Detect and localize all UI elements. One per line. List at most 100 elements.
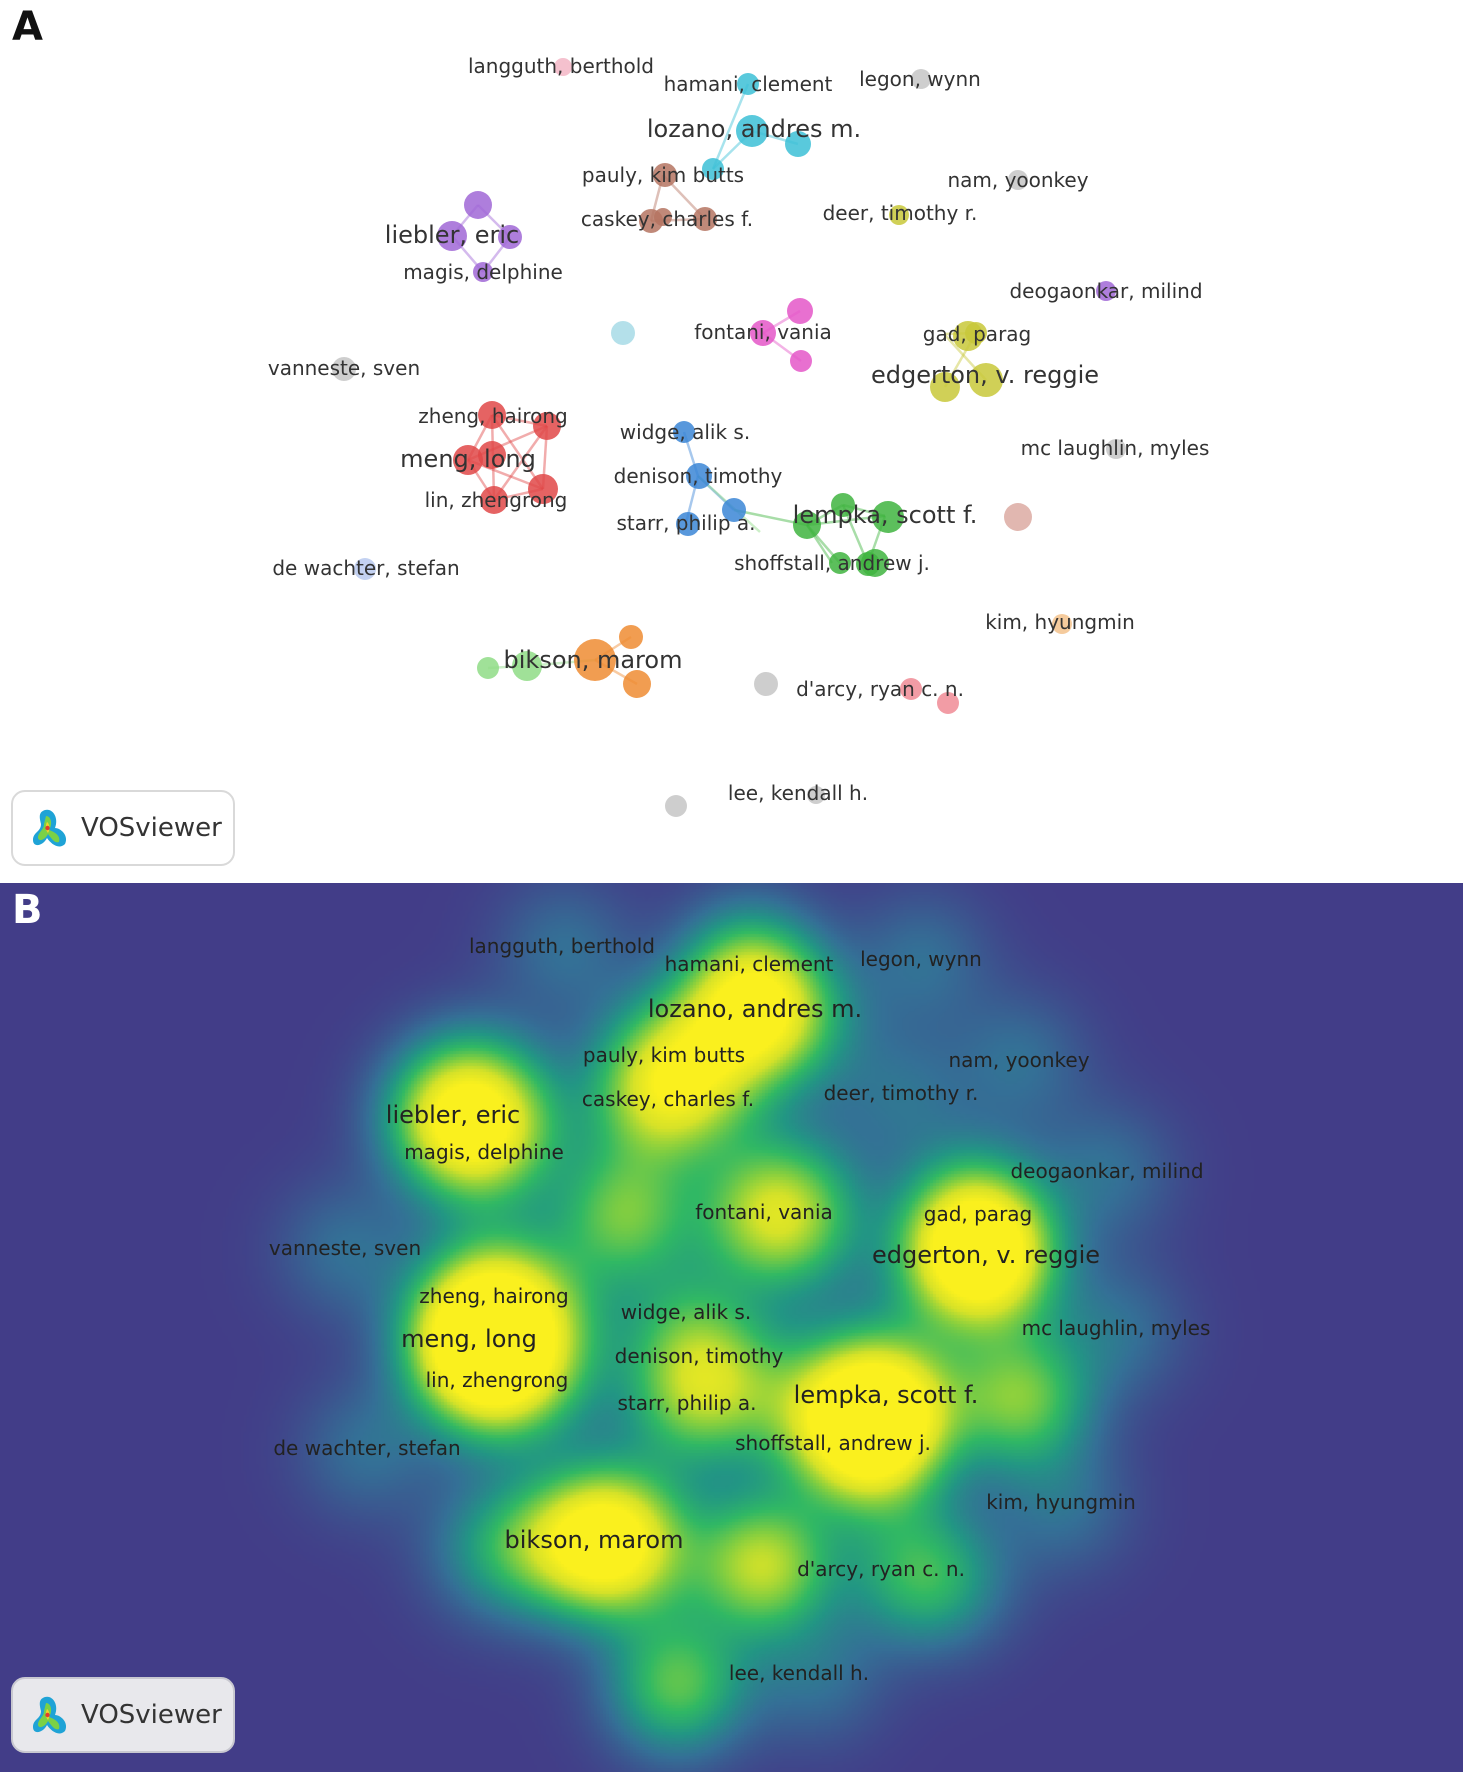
author-label[interactable]: deer, timothy r. [823, 201, 978, 225]
author-node[interactable] [1096, 281, 1116, 301]
author-label[interactable]: mc laughlin, myles [1021, 436, 1210, 460]
author-label[interactable]: widge, alik s. [620, 420, 750, 444]
network-node[interactable] [722, 498, 746, 522]
network-node[interactable] [498, 225, 522, 249]
author-node[interactable] [861, 549, 889, 577]
author-label[interactable]: kim, hyungmin [986, 1490, 1136, 1514]
network-node[interactable] [829, 552, 851, 574]
author-node[interactable] [354, 558, 376, 580]
author-label[interactable]: shoffstall, andrew j. [734, 551, 930, 575]
author-label[interactable]: fontani, vania [694, 320, 832, 344]
author-label[interactable]: zheng, hairong [418, 404, 567, 428]
author-node[interactable] [750, 320, 776, 346]
author-label[interactable]: gad, parag [924, 1202, 1033, 1226]
author-label[interactable]: liebler, eric [386, 1101, 520, 1129]
author-label[interactable]: langguth, berthold [469, 934, 655, 958]
network-node[interactable] [623, 670, 651, 698]
network-node[interactable] [477, 657, 499, 679]
author-label[interactable]: edgerton, v. reggie [872, 1241, 1100, 1269]
author-label[interactable]: vanneste, sven [269, 1236, 421, 1260]
author-label[interactable]: magis, delphine [403, 260, 563, 284]
author-node[interactable] [574, 639, 616, 681]
author-node[interactable] [653, 163, 677, 187]
network-node[interactable] [464, 191, 492, 219]
author-node[interactable] [673, 421, 695, 443]
author-node[interactable] [437, 221, 467, 251]
author-label[interactable]: lee, kendall h. [728, 781, 868, 805]
author-label[interactable]: lempka, scott f. [794, 1381, 979, 1409]
network-node[interactable] [702, 158, 724, 180]
author-label[interactable]: deogaonkar, milind [1009, 279, 1202, 303]
author-label[interactable]: hamani, clement [664, 72, 833, 96]
author-label[interactable]: deogaonkar, milind [1010, 1159, 1203, 1183]
author-node[interactable] [1008, 170, 1028, 190]
network-node[interactable] [790, 350, 812, 372]
network-node[interactable] [937, 692, 959, 714]
author-label[interactable]: de wachter, stefan [272, 556, 459, 580]
author-label[interactable]: fontani, vania [695, 1200, 833, 1224]
author-label[interactable]: lozano, andres m. [648, 995, 862, 1023]
author-label[interactable]: pauly, kim butts [583, 1043, 745, 1067]
author-label[interactable]: nam, yoonkey [947, 168, 1088, 192]
network-node[interactable] [533, 412, 561, 440]
author-node[interactable] [969, 363, 1003, 397]
network-node[interactable] [528, 474, 558, 504]
author-label[interactable]: nam, yoonkey [948, 1048, 1089, 1072]
author-node[interactable] [953, 321, 983, 351]
author-node[interactable] [900, 678, 922, 700]
author-label[interactable]: shoffstall, andrew j. [735, 1431, 931, 1455]
author-node[interactable] [332, 357, 356, 381]
author-label[interactable]: starr, philip a. [616, 511, 755, 535]
author-label[interactable]: meng, long [401, 1325, 537, 1353]
author-label[interactable]: pauly, kim butts [582, 163, 744, 187]
author-label[interactable]: d'arcy, ryan c. n. [796, 677, 964, 701]
author-label[interactable]: caskey, charles f. [582, 1087, 754, 1111]
author-node[interactable] [686, 463, 712, 489]
author-label[interactable]: vanneste, sven [268, 356, 420, 380]
network-node[interactable] [512, 651, 542, 681]
author-label[interactable]: denison, timothy [614, 464, 783, 488]
network-node[interactable] [619, 625, 643, 649]
author-label[interactable]: lempka, scott f. [793, 501, 978, 529]
author-node[interactable] [554, 58, 572, 76]
author-node[interactable] [473, 262, 493, 282]
network-node[interactable] [831, 493, 855, 517]
author-label[interactable]: caskey, charles f. [581, 207, 753, 231]
network-node[interactable] [787, 298, 813, 324]
author-node[interactable] [676, 512, 700, 536]
author-node[interactable] [1052, 614, 1072, 634]
author-node[interactable] [480, 486, 508, 514]
network-node[interactable] [665, 795, 687, 817]
author-label[interactable]: lin, zhengrong [426, 1368, 569, 1392]
network-node[interactable] [930, 372, 960, 402]
author-label[interactable]: magis, delphine [404, 1140, 564, 1164]
author-label[interactable]: starr, philip a. [617, 1391, 756, 1415]
author-label[interactable]: lozano, andres m. [647, 115, 861, 143]
author-label[interactable]: de wachter, stefan [273, 1436, 460, 1460]
author-node[interactable] [889, 205, 909, 225]
author-node[interactable] [639, 209, 663, 233]
author-node[interactable] [911, 69, 931, 89]
author-label[interactable]: langguth, berthold [468, 54, 654, 78]
author-node[interactable] [872, 501, 904, 533]
author-node[interactable] [1106, 439, 1126, 459]
author-node[interactable] [478, 401, 506, 429]
network-node[interactable] [785, 131, 811, 157]
author-label[interactable]: liebler, eric [385, 221, 519, 249]
network-node[interactable] [1004, 503, 1032, 531]
network-node[interactable] [693, 207, 717, 231]
author-label[interactable]: meng, long [400, 445, 536, 473]
author-label[interactable]: hamani, clement [665, 952, 834, 976]
author-node[interactable] [737, 73, 759, 95]
author-label[interactable]: gad, parag [923, 322, 1032, 346]
author-label[interactable]: denison, timothy [615, 1344, 784, 1368]
network-node[interactable] [611, 321, 635, 345]
network-node[interactable] [793, 511, 821, 539]
author-node[interactable] [807, 786, 825, 804]
author-label[interactable]: lee, kendall h. [729, 1661, 869, 1685]
author-label[interactable]: zheng, hairong [419, 1284, 568, 1308]
author-label[interactable]: legon, wynn [859, 67, 981, 91]
author-label[interactable]: deer, timothy r. [824, 1081, 979, 1105]
author-label[interactable]: legon, wynn [860, 947, 982, 971]
network-node[interactable] [478, 441, 506, 469]
